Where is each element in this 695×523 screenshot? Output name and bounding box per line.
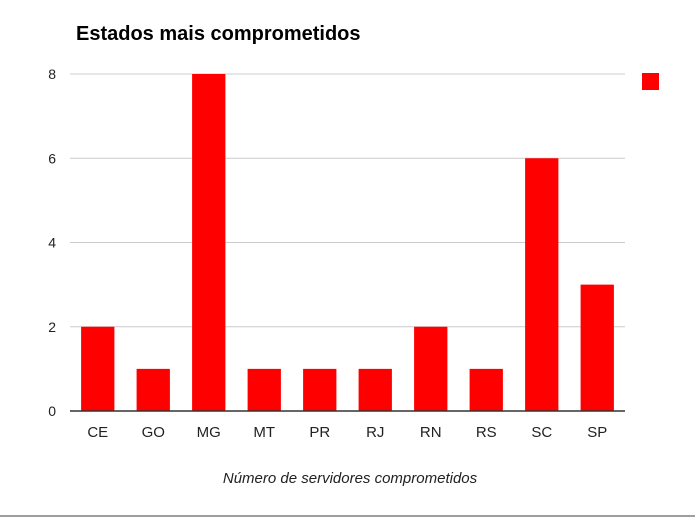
bar-rj [358, 368, 392, 411]
bar-sp [580, 284, 614, 411]
y-tick-label: 6 [48, 150, 56, 166]
bottom-border [0, 515, 695, 517]
y-axis-tick-labels: 0 2 4 6 8 [48, 66, 56, 419]
x-tick-label: SC [531, 424, 552, 441]
x-tick-label: GO [142, 424, 165, 441]
bar-go [136, 368, 170, 411]
y-tick-label: 8 [48, 66, 56, 82]
bar-pr [303, 368, 337, 411]
x-tick-label: SP [587, 424, 607, 441]
chart-title: Estados mais comprometidos [76, 23, 361, 45]
x-tick-label: MG [197, 424, 221, 441]
bar-rn [414, 326, 448, 411]
x-tick-label: RN [420, 424, 442, 441]
y-tick-label: 0 [48, 403, 56, 419]
x-tick-label: RJ [366, 424, 384, 441]
bar-mg [192, 74, 226, 411]
x-axis-label: Número de servidores comprometidos [223, 470, 478, 487]
x-tick-label: MT [253, 424, 275, 441]
bar-mt [247, 368, 281, 411]
bar-rs [469, 368, 503, 411]
bar-ce [81, 326, 115, 411]
y-tick-label: 4 [48, 235, 56, 251]
x-axis-tick-labels: CE GO MG MT PR RJ RN RS SC SP [87, 424, 607, 441]
x-tick-label: PR [309, 424, 330, 441]
y-tick-label: 2 [48, 319, 56, 335]
bar-sc [525, 158, 559, 411]
x-tick-label: RS [476, 424, 497, 441]
bars [81, 74, 614, 411]
legend-swatch [642, 73, 659, 90]
x-tick-label: CE [87, 424, 108, 441]
